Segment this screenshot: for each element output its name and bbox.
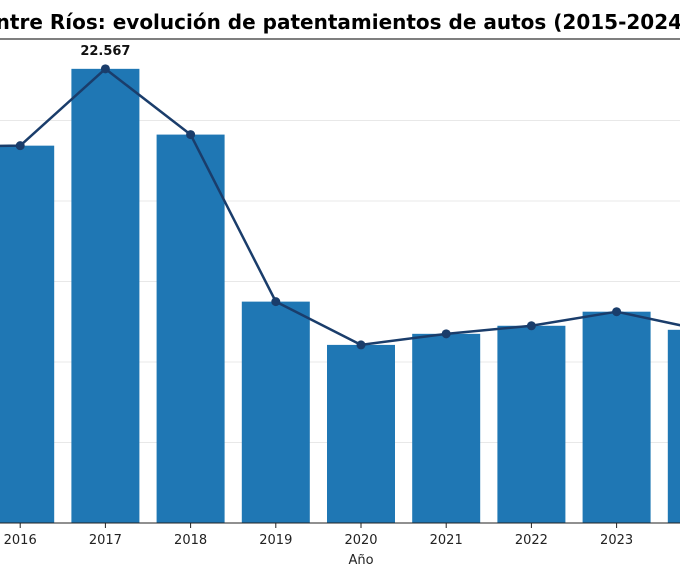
line-point-2023 — [612, 307, 622, 317]
bar-2016 — [0, 145, 55, 523]
line-point-2018 — [186, 130, 196, 140]
line-point-2022 — [526, 321, 536, 331]
x-tick-label-2017: 2017 — [89, 533, 122, 548]
x-tick-label-2016: 2016 — [4, 533, 37, 548]
bar-2023 — [582, 311, 651, 523]
bar-2017 — [71, 68, 140, 524]
x-axis-label: Año — [348, 553, 373, 568]
x-tick-label-2020: 2020 — [344, 533, 377, 548]
bar-2024 — [667, 329, 680, 523]
x-tick-label-2018: 2018 — [174, 533, 207, 548]
bar-2022 — [497, 325, 566, 523]
series-line — [0, 67, 680, 347]
chart-title: Entre Ríos: evolución de patentamientos … — [0, 10, 680, 34]
x-tick-label-2019: 2019 — [259, 533, 292, 548]
line-series — [0, 64, 680, 350]
bar-2018 — [156, 134, 225, 523]
data-labels: 22.567 — [80, 44, 130, 59]
line-point-2017 — [100, 64, 110, 74]
x-tick-label-2023: 2023 — [600, 533, 633, 548]
line-point-2020 — [356, 340, 366, 350]
x-axis: 2015201620172018201920202021202220232024 — [0, 522, 680, 548]
bar-2020 — [327, 344, 395, 523]
line-point-2016 — [15, 141, 25, 151]
x-tick-label-2022: 2022 — [515, 533, 548, 548]
bar-series — [0, 68, 680, 524]
x-tick-label-2021: 2021 — [430, 533, 463, 548]
bar-2019 — [241, 301, 310, 523]
data-label-2017: 22.567 — [80, 44, 130, 59]
line-point-2019 — [271, 297, 281, 307]
bar-2021 — [412, 333, 481, 523]
line-point-2021 — [441, 329, 451, 339]
